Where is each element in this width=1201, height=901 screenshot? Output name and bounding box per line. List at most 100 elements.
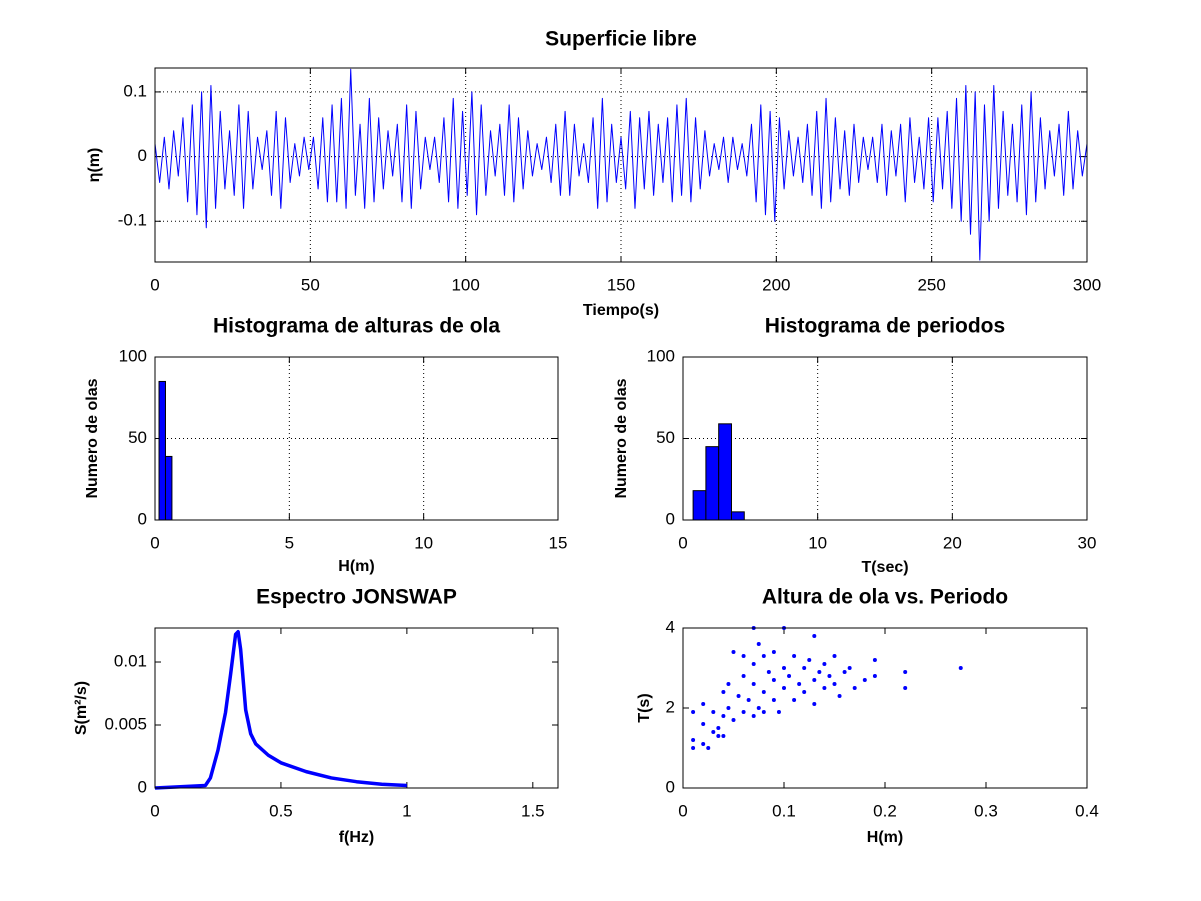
y-tick-label: 0.01 <box>114 652 147 671</box>
point <box>761 654 766 658</box>
point <box>771 698 776 702</box>
point <box>903 670 908 674</box>
y-axis-label: Numero de olas <box>613 378 630 498</box>
bar <box>692 490 707 521</box>
y-axis-label: η(m) <box>86 148 103 183</box>
point <box>721 690 726 694</box>
chart-title: Altura de ola vs. Periodo <box>762 586 1008 609</box>
point <box>746 698 751 702</box>
point <box>721 714 726 718</box>
x-tick-label: 100 <box>451 275 479 294</box>
y-tick-label: 4 <box>666 617 675 636</box>
point <box>711 730 716 734</box>
x-tick-label: 20 <box>943 533 962 552</box>
point <box>771 650 776 654</box>
point <box>691 738 696 742</box>
x-tick-label: 1.5 <box>521 801 545 820</box>
x-tick-label: 0 <box>150 801 159 820</box>
point <box>782 686 786 690</box>
plot-area <box>155 628 558 788</box>
chart-title: Espectro JONSWAP <box>256 586 457 609</box>
chart-title: Histograma de periodos <box>765 315 1005 338</box>
data-line <box>154 68 1088 261</box>
subplot: 0 0.1 0.2 0.3 0.4 0 2 4 Altura de ola vs. Period… <box>636 586 1099 847</box>
x-tick-label: 15 <box>549 533 568 552</box>
y-tick-label: 100 <box>647 346 675 365</box>
point <box>802 690 807 694</box>
point <box>812 702 817 706</box>
point <box>701 722 706 726</box>
point <box>701 702 706 706</box>
subplot: 0 5 10 15 0 50 100 Histograma de alturas de ola… <box>84 315 567 576</box>
point <box>782 666 786 670</box>
point <box>731 718 736 722</box>
x-tick-label: 0.4 <box>1075 801 1099 820</box>
y-tick-label: 0 <box>666 777 675 796</box>
point <box>766 670 771 674</box>
point <box>726 706 731 710</box>
axes-frame <box>154 627 559 789</box>
point <box>741 674 746 678</box>
axes-frame <box>682 356 1088 521</box>
plot-area <box>155 357 558 520</box>
bar <box>164 455 173 521</box>
point <box>872 674 877 678</box>
bar <box>705 446 720 521</box>
y-tick-label: 0.005 <box>104 714 147 733</box>
point <box>807 658 812 662</box>
x-tick-label: 250 <box>917 275 945 294</box>
axes-frame <box>154 356 559 521</box>
point <box>751 714 756 718</box>
y-axis-label: S(m²/s) <box>73 681 90 735</box>
point <box>812 678 817 682</box>
point <box>716 726 721 730</box>
x-tick-label: 300 <box>1073 275 1101 294</box>
point <box>837 694 842 698</box>
point <box>711 710 716 714</box>
x-tick-label: 150 <box>607 275 635 294</box>
x-axis-label: T(sec) <box>861 559 908 576</box>
x-tick-label: 0.1 <box>772 801 796 820</box>
plot-area <box>683 628 1087 788</box>
x-tick-label: 5 <box>285 533 294 552</box>
y-tick-label: 2 <box>666 697 675 716</box>
x-tick-label: 1 <box>402 801 411 820</box>
data-line <box>154 630 407 790</box>
point <box>787 674 792 678</box>
point <box>701 742 706 746</box>
point <box>761 690 766 694</box>
bar <box>718 423 732 521</box>
point <box>792 698 797 702</box>
point <box>792 654 797 658</box>
point <box>817 670 822 674</box>
point <box>903 686 908 690</box>
point <box>741 710 746 714</box>
x-tick-label: 50 <box>301 275 320 294</box>
x-tick-label: 0 <box>150 533 159 552</box>
point <box>872 658 877 662</box>
point <box>832 654 837 658</box>
x-tick-label: 200 <box>762 275 790 294</box>
y-axis-label: Numero de olas <box>84 378 101 498</box>
axes-frame <box>682 627 1088 789</box>
y-tick-label: 50 <box>656 428 675 447</box>
x-axis-label: H(m) <box>338 558 374 575</box>
point <box>827 674 832 678</box>
point <box>756 706 761 710</box>
bar <box>730 511 745 521</box>
point <box>842 670 847 674</box>
x-tick-label: 30 <box>1078 533 1097 552</box>
y-tick-label: 0 <box>138 777 147 796</box>
chart-title: Superficie libre <box>545 28 697 51</box>
point <box>802 666 807 670</box>
point <box>726 682 731 686</box>
point <box>862 678 867 682</box>
point <box>771 678 776 682</box>
point <box>691 746 696 750</box>
point <box>847 666 852 670</box>
point <box>721 734 726 738</box>
y-tick-label: 0 <box>138 509 147 528</box>
axes-frame <box>154 67 1088 263</box>
x-tick-label: 0.2 <box>873 801 897 820</box>
